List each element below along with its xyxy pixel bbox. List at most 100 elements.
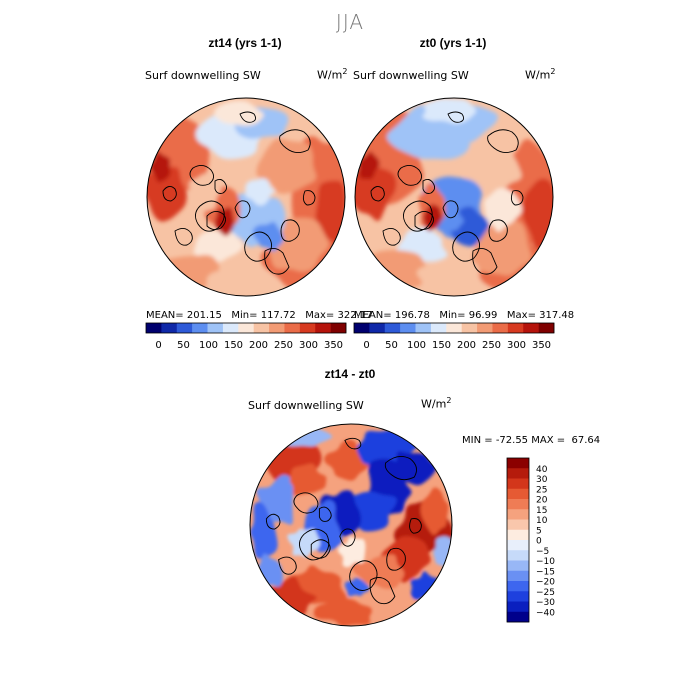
panel-3-colorbar-tick-label: 40 xyxy=(536,465,548,475)
panel-1-colorbar-swatch xyxy=(238,323,254,333)
panel-3-colorbar-tick-label: 15 xyxy=(536,506,547,516)
panel-1-colorbar-tick-label: 350 xyxy=(324,340,343,351)
panel-3-colorbar-swatch xyxy=(507,560,529,572)
panel-3-coastline xyxy=(339,528,356,547)
panel-2-polar-map xyxy=(354,97,554,297)
panel-2-coastline xyxy=(422,178,436,194)
panel-1-colorbar-swatch xyxy=(176,323,193,333)
panel-3-field-region xyxy=(289,463,327,496)
panel-1-units-label: W/m2 xyxy=(317,67,348,82)
panel-3-min-value: -72.55 xyxy=(495,435,529,446)
panel-1-coastline xyxy=(195,200,225,232)
panel-3-coastline xyxy=(265,513,281,530)
panel-1-colorbar-swatch xyxy=(315,323,331,333)
panel-3-colorbar-tick-label: −40 xyxy=(536,608,555,618)
panel-3-min-label: MIN = xyxy=(462,435,493,446)
panel-3-colorbar-swatch xyxy=(507,509,529,520)
panel-2-units-label: W/m2 xyxy=(525,67,556,82)
panel-3-colorbar-swatch xyxy=(507,601,529,613)
panel-1-mean-value: 201.15 xyxy=(186,310,222,321)
panel-2-coastline xyxy=(447,111,465,123)
panel-2-colorbar-swatch xyxy=(461,323,478,333)
panel-2-max-label: Max= xyxy=(506,310,536,321)
panel-3-colorbar-swatch xyxy=(507,499,529,510)
panel-2-colorbar-tick-label: 50 xyxy=(385,340,398,351)
panel-1-coastline xyxy=(234,200,251,219)
panel-1-field-region xyxy=(193,230,244,262)
panel-3-colorbar-swatch xyxy=(507,468,529,479)
panel-2-min-label: Min= xyxy=(439,310,466,321)
panel-1-map-border xyxy=(146,97,346,297)
panel-1-colorbar-tick-label: 200 xyxy=(249,340,268,351)
panel-3-coastlines xyxy=(265,437,422,605)
panel-1-variable-label: Surf downwelling SW xyxy=(145,69,261,82)
panel-2-field-region xyxy=(355,164,397,221)
panel-1-colorbar: 0 50 100 150 200 250 300 350 xyxy=(145,322,347,351)
panel-2-variable-label: Surf downwelling SW xyxy=(353,69,469,82)
panel-2-coastline xyxy=(370,186,385,202)
panel-1-colorbar-tick-label: 100 xyxy=(199,340,218,351)
panel-1-field-region xyxy=(245,178,275,206)
panel-2-colorbar-swatch xyxy=(523,323,539,333)
panel-3-colorbar-swatch xyxy=(507,519,529,531)
panel-2-field-region xyxy=(422,98,477,124)
panel-3-field-region xyxy=(337,536,366,568)
panel-1-field-region xyxy=(206,260,280,296)
panel-1-colorbar-tick-label: 300 xyxy=(299,340,318,351)
panel-1-coastline xyxy=(162,186,177,202)
panel-2-title: zt0 (yrs 1-1) xyxy=(419,36,487,50)
panel-1-coastline xyxy=(239,111,257,123)
panel-2-coastline xyxy=(414,211,434,231)
panel-3-colorbar-swatch xyxy=(507,611,529,623)
panel-1-coastline xyxy=(279,129,311,153)
panel-3-colorbar-swatch xyxy=(507,488,529,500)
panel-3-colorbar-swatch xyxy=(507,529,529,541)
panel-1-coastline xyxy=(174,228,193,246)
panel-1-colorbar-tick-label: 150 xyxy=(224,340,243,351)
panel-3-colorbar-frame xyxy=(506,457,530,623)
panel-1-colorbar-swatch xyxy=(161,323,178,333)
panel-2-min-value: 96.99 xyxy=(468,310,498,321)
panel-1-field-region xyxy=(268,217,329,272)
panel-2-colorbar-swatch xyxy=(430,323,447,333)
panel-3-field-region xyxy=(420,487,449,535)
panel-1-mean-label: MEAN= xyxy=(146,310,184,321)
panel-3-colorbar-swatch xyxy=(507,581,529,592)
panel-1-colorbar-swatch xyxy=(222,323,239,333)
panel-3-colorbar-tick-label: 20 xyxy=(536,496,548,506)
panel-1-coastline xyxy=(244,231,272,262)
panel-3-coastline xyxy=(344,437,362,450)
panel-3-coastline xyxy=(318,506,332,522)
panel-3-colorbar-swatch xyxy=(507,458,529,469)
panel-2-mean-label: MEAN= xyxy=(354,310,392,321)
panel-1-colorbar-swatch xyxy=(192,323,208,333)
panel-3-colorbar-tick-label: 30 xyxy=(536,475,548,485)
panel-3-colorbar-tick-label: −15 xyxy=(536,567,555,577)
panel-2-colorbar-tick-label: 100 xyxy=(407,340,426,351)
panel-1-min-value: 117.72 xyxy=(260,310,296,321)
panel-2-colorbar-frame xyxy=(353,322,555,334)
panel-3-colorbar-tick-label: 0 xyxy=(536,537,542,547)
panel-1-colorbar-swatch xyxy=(299,323,316,333)
panel-1-colorbar-swatch xyxy=(207,323,224,333)
panel-1-colorbar-swatch xyxy=(269,323,285,333)
panel-2-colorbar-tick-label: 150 xyxy=(432,340,451,351)
panel-1-colorbar-swatch xyxy=(284,323,301,333)
panel-1-max-label: Max= xyxy=(305,310,335,321)
panel-3-colorbar-tick-label: −10 xyxy=(536,557,555,567)
panel-3-coastline xyxy=(386,547,406,571)
panel-2-colorbar-swatch xyxy=(354,323,370,333)
panel-1-colorbar-swatch xyxy=(253,323,270,333)
panel-1-coastline xyxy=(264,248,290,275)
panel-2-colorbar-tick-label: 350 xyxy=(532,340,551,351)
panel-3-field-region xyxy=(250,501,278,559)
panel-3-variable-label: Surf downwelling SW xyxy=(248,399,364,412)
panel-3-colorbar-swatch xyxy=(507,540,529,551)
panel-3-map-border xyxy=(249,423,453,627)
panel-3-units-label: W/m2 xyxy=(421,396,452,411)
panel-3-colorbar-tick-label: 25 xyxy=(536,485,547,495)
panel-2-mean-value: 196.78 xyxy=(394,310,430,321)
panel-2-colorbar-swatch xyxy=(384,323,401,333)
panel-2-coastline xyxy=(403,200,433,232)
panel-1-field-region xyxy=(214,100,264,126)
